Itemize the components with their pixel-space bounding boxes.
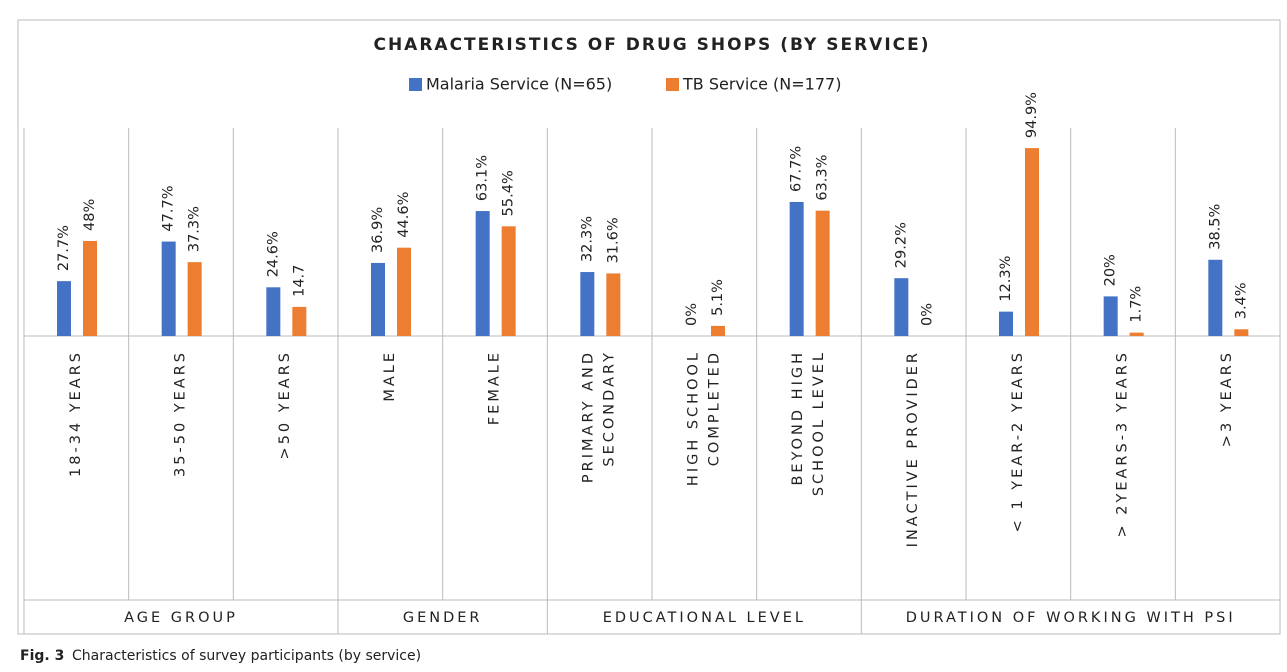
x-tick-label: MALE <box>381 350 398 402</box>
x-tick-label: 35-50 YEARS <box>172 350 189 477</box>
value-label: 0% <box>684 303 700 326</box>
bar <box>83 240 97 336</box>
x-tick-label: > 2YEARS-3 YEARS <box>1114 350 1131 538</box>
x-tick-label: >3 YEARS <box>1219 350 1236 448</box>
bar <box>1025 148 1039 336</box>
legend-label: Malaria Service (N=65) <box>426 75 612 94</box>
bar <box>999 311 1013 336</box>
x-tick-label: < 1 YEAR-2 YEARS <box>1009 350 1026 533</box>
bar <box>1208 259 1223 336</box>
value-label: 44.6% <box>396 192 412 238</box>
bar <box>371 262 385 336</box>
x-tick-label: BEYOND HIGH SCHOOL LEVEL <box>790 350 827 497</box>
caption-text: Characteristics of survey participants (… <box>72 648 421 664</box>
bar <box>475 211 490 336</box>
value-label: 37.3% <box>187 206 203 252</box>
x-tick-label: >50 YEARS <box>277 350 294 460</box>
x-tick-label: FEMALE <box>486 350 503 426</box>
value-label: 20% <box>1103 254 1119 286</box>
value-label: 31.6% <box>605 217 621 263</box>
chart-frame <box>17 19 1281 635</box>
bar <box>711 325 725 336</box>
value-label: 38.5% <box>1207 204 1223 250</box>
legend-swatch <box>409 78 422 91</box>
group-label: DURATION OF WORKING WITH PSI <box>906 610 1236 626</box>
caption-label: Fig. 3 <box>20 648 64 664</box>
value-label: 24.6% <box>265 231 281 277</box>
chart-title: CHARACTERISTICS OF DRUG SHOPS (BY SERVIC… <box>373 35 930 55</box>
bar <box>1103 296 1118 336</box>
value-label: 32.3% <box>579 216 595 262</box>
value-label: 36.9% <box>370 207 386 253</box>
value-label: 48% <box>82 199 98 231</box>
group-label: EDUCATIONAL LEVEL <box>603 610 806 626</box>
bar <box>57 281 71 336</box>
value-label: 55.4% <box>501 170 517 216</box>
value-label: 47.7% <box>161 185 177 231</box>
bar <box>266 287 281 336</box>
value-label: 63.3% <box>815 155 831 201</box>
bar <box>789 201 804 336</box>
bar <box>292 306 307 336</box>
bar <box>187 262 202 336</box>
value-label: 0% <box>919 303 935 326</box>
legend-label: TB Service (N=177) <box>682 75 841 94</box>
x-tick-label: HIGH SCHOOL COMPLETED <box>685 350 723 487</box>
group-label: GENDER <box>403 610 483 626</box>
value-label: 63.1% <box>475 155 491 201</box>
bar <box>397 247 411 336</box>
bar <box>1129 332 1144 336</box>
x-tick-label: PRIMARY AND SECONDARY <box>580 350 618 484</box>
value-label: 3.4% <box>1233 282 1249 319</box>
value-label: 27.7% <box>56 225 72 271</box>
value-label: 12.3% <box>998 256 1014 302</box>
legend-swatch <box>666 78 679 91</box>
bar <box>1234 329 1249 336</box>
value-label: 29.2% <box>893 222 909 268</box>
bar <box>161 241 176 336</box>
value-label: 67.7% <box>789 146 805 192</box>
x-tick-label: 18-34 YEARS <box>67 350 84 477</box>
x-tick-label: INACTIVE PROVIDER <box>905 350 922 548</box>
bar <box>501 226 516 336</box>
bar <box>580 272 595 336</box>
bar <box>606 273 621 336</box>
value-label: 5.1% <box>710 279 726 316</box>
bar <box>815 210 830 336</box>
group-label: AGE GROUP <box>124 610 238 626</box>
value-label: 1.7% <box>1129 286 1145 323</box>
bar <box>894 278 909 336</box>
value-label: 94.9% <box>1024 92 1040 138</box>
value-label: 14.7 <box>291 265 307 297</box>
